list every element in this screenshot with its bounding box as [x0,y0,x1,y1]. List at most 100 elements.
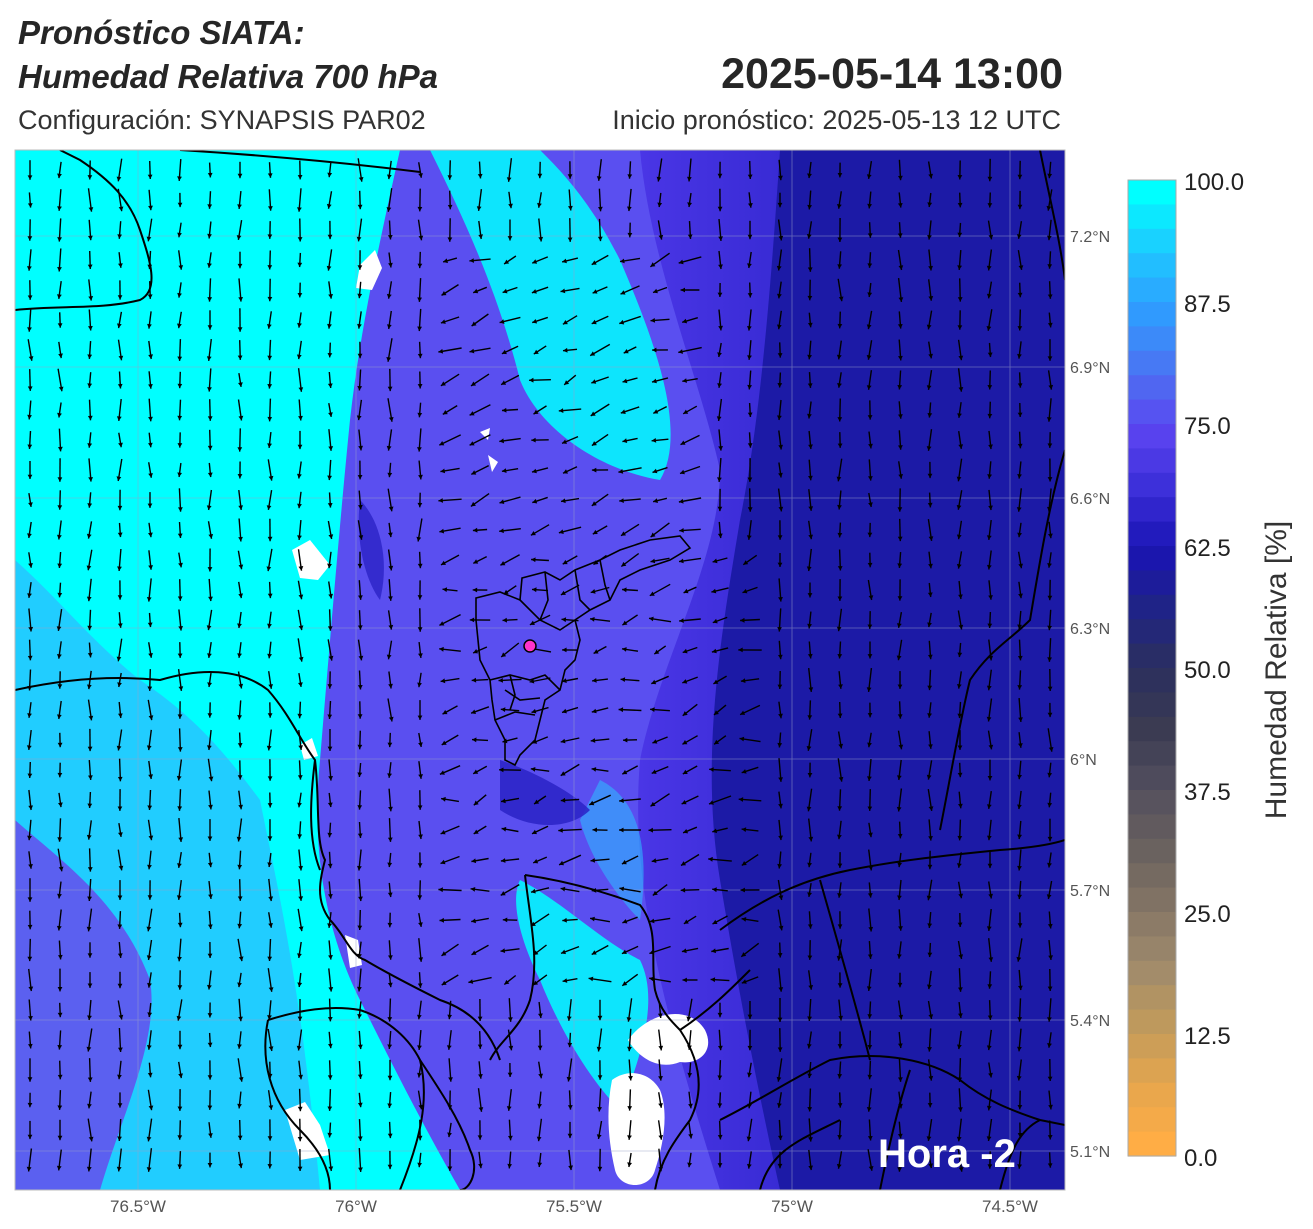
wind-arrow-head [987,863,993,869]
wind-arrow-head [298,896,304,901]
wind-arrow-head [471,470,477,475]
wind-arrow-head [1017,292,1023,298]
wind-arrow-head [148,354,153,359]
wind-arrow-head [1047,294,1053,299]
colorbar-band [1128,985,1176,1011]
wind-arrow-head [807,623,812,629]
wind-arrow-head [296,1045,302,1051]
wind-arrow-head [441,740,447,745]
wind-arrow-head [388,955,393,960]
wind-arrow-head [499,767,504,773]
wind-arrow-head [327,802,333,808]
wind-arrow-head [298,566,304,571]
wind-arrow-head [177,383,183,389]
wind-arrow-head [591,501,597,506]
wind-arrow-head [297,1016,303,1021]
wind-arrow-head [807,204,812,210]
wind-arrow-head [328,446,334,451]
longitude-labels: 76.5°W 76°W 75.5°W 75°W 74.5°W [110,1197,1038,1216]
wind-arrow-head [1017,174,1023,180]
wind-arrow-head [207,984,212,990]
wind-arrow-head [867,1074,873,1080]
wind-arrow-head [500,858,506,863]
wind-arrow-head [897,895,902,900]
wind-arrow-head [417,1135,423,1141]
wind-arrow-head [806,806,812,812]
wind-arrow-head [1017,443,1023,449]
colorbar-tick-label: 25.0 [1184,901,1231,928]
wind-arrow-head [298,387,304,392]
wind-arrow-head [807,862,812,868]
wind-arrow-head [267,443,272,448]
wind-arrow-head [238,956,244,962]
wind-arrow-head [958,954,964,959]
wind-arrow-head [388,262,393,268]
wind-arrow-head [417,412,423,418]
wind-arrow-head [177,747,183,752]
wind-arrow-head [86,533,92,539]
wind-arrow-head [58,802,63,808]
wind-arrow-head [898,1014,904,1020]
wind-arrow-head [439,621,445,626]
wind-arrow-head [987,835,992,841]
wind-arrow-head [117,1074,122,1080]
wind-arrow-head [177,232,182,238]
wind-arrow-head [177,1106,183,1111]
wind-arrow-head [87,953,93,958]
wind-arrow-head [590,858,595,863]
wind-arrow-head [683,919,689,924]
wind-arrow-head [651,438,657,443]
colorbar-band [1128,863,1176,889]
wind-arrow-head [148,205,153,211]
wind-arrow-head [418,173,423,178]
wind-arrow-head [177,806,183,811]
wind-arrow-head [176,1015,182,1021]
wind-arrow-head [237,1103,242,1109]
wind-arrow-head [417,502,423,508]
lat-label: 7.2°N [1070,229,1110,246]
wind-arrow-head [708,856,713,862]
wind-arrow-head [867,203,872,209]
wind-arrow-head [618,707,624,713]
wind-arrow-head [116,416,122,421]
wind-arrow-head [1017,894,1022,900]
wind-arrow-head [146,926,152,932]
wind-arrow-head [559,860,564,866]
wind-arrow-head [928,654,933,660]
wind-arrow-head [88,1136,94,1142]
wind-arrow-head [866,986,872,991]
wind-arrow-head [1017,1133,1023,1138]
wind-arrow-head [469,348,475,354]
wind-arrow-head [441,560,446,565]
wind-arrow-head [658,1076,663,1081]
wind-arrow-head [566,1016,572,1021]
wind-arrow-head [681,948,687,954]
wind-arrow-head [778,654,783,660]
colorbar-band [1128,399,1176,425]
wind-arrow-head [388,806,393,812]
valid-datetime: 2025-05-14 13:00 [721,50,1063,98]
wind-arrow-head [568,1165,573,1171]
wind-arrow-head [987,352,993,358]
wind-arrow-head [147,1072,153,1078]
wind-arrow-head [439,770,445,775]
wind-arrow-head [358,445,363,451]
wind-arrow-head [1047,264,1053,269]
wind-arrow-head [837,806,843,811]
wind-arrow-head [207,745,212,750]
wind-arrow-head [837,264,842,269]
wind-arrow-head [1047,625,1052,631]
wind-arrow-head [1017,865,1022,871]
map-gridlines [15,150,1065,1190]
wind-arrow-head [590,351,596,356]
wind-arrow-head [1018,717,1023,722]
wind-arrow-head [502,917,508,923]
wind-arrow-head [57,173,62,179]
wind-arrow-head [473,800,479,806]
wind-arrow-head [387,1103,393,1108]
wind-arrow-head [866,174,872,179]
wind-arrow-head [57,294,62,299]
wind-arrow-head [651,858,657,863]
wind-arrow-head [27,1102,33,1108]
wind-arrow-head [532,829,537,835]
